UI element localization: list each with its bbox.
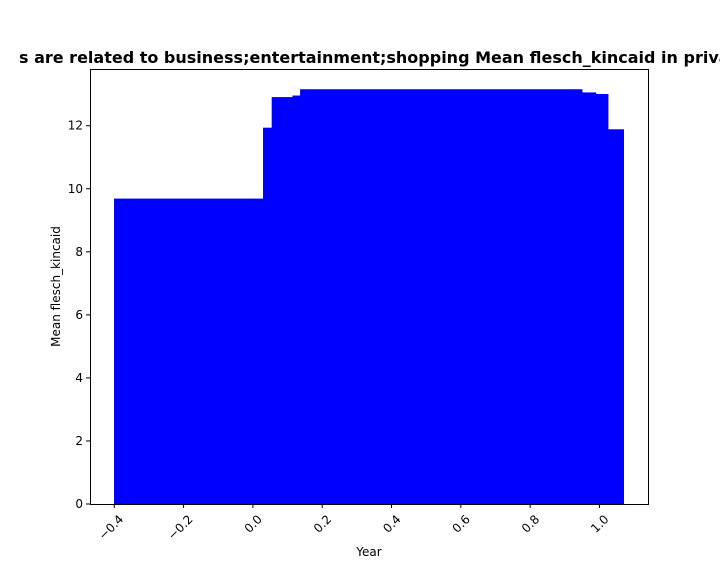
x-tick-label: 0.4 (380, 512, 403, 535)
x-tick-label: −0.4 (96, 512, 127, 543)
bar-1 (263, 127, 273, 505)
y-tick-label: 10 (68, 182, 83, 196)
y-tick-label: 8 (75, 245, 83, 259)
bar-5 (581, 92, 597, 505)
x-tick-label: 0.8 (519, 512, 542, 535)
x-tick-label: 0.0 (242, 512, 265, 535)
bar-0 (114, 198, 264, 505)
y-tick-label: 4 (75, 371, 83, 385)
x-tick-label: 1.0 (588, 512, 611, 535)
chart-title: s are related to business;entertainment;… (19, 48, 720, 67)
bar-6 (595, 93, 609, 505)
y-axis-title: Mean flesch_kincaid (49, 226, 63, 347)
bars-layer (114, 89, 624, 505)
x-axis-ticks: −0.4 −0.2 0.0 0.2 0.4 0.6 0.8 1.0 (96, 504, 612, 543)
y-axis-ticks: 0 2 4 6 8 10 12 (68, 119, 90, 511)
bar-4 (300, 89, 583, 505)
y-tick-label: 0 (75, 497, 83, 511)
y-tick-label: 6 (75, 308, 83, 322)
x-axis-title: Year (355, 545, 381, 559)
x-tick-label: −0.2 (165, 512, 196, 543)
y-tick-label: 12 (68, 119, 83, 133)
bar-2 (271, 97, 294, 505)
plot-frame (90, 69, 649, 505)
x-tick-label: 0.2 (311, 512, 334, 535)
bar-3 (292, 95, 301, 505)
x-tick-label: 0.6 (450, 512, 473, 535)
bar-7 (607, 129, 624, 505)
y-tick-label: 2 (75, 434, 83, 448)
